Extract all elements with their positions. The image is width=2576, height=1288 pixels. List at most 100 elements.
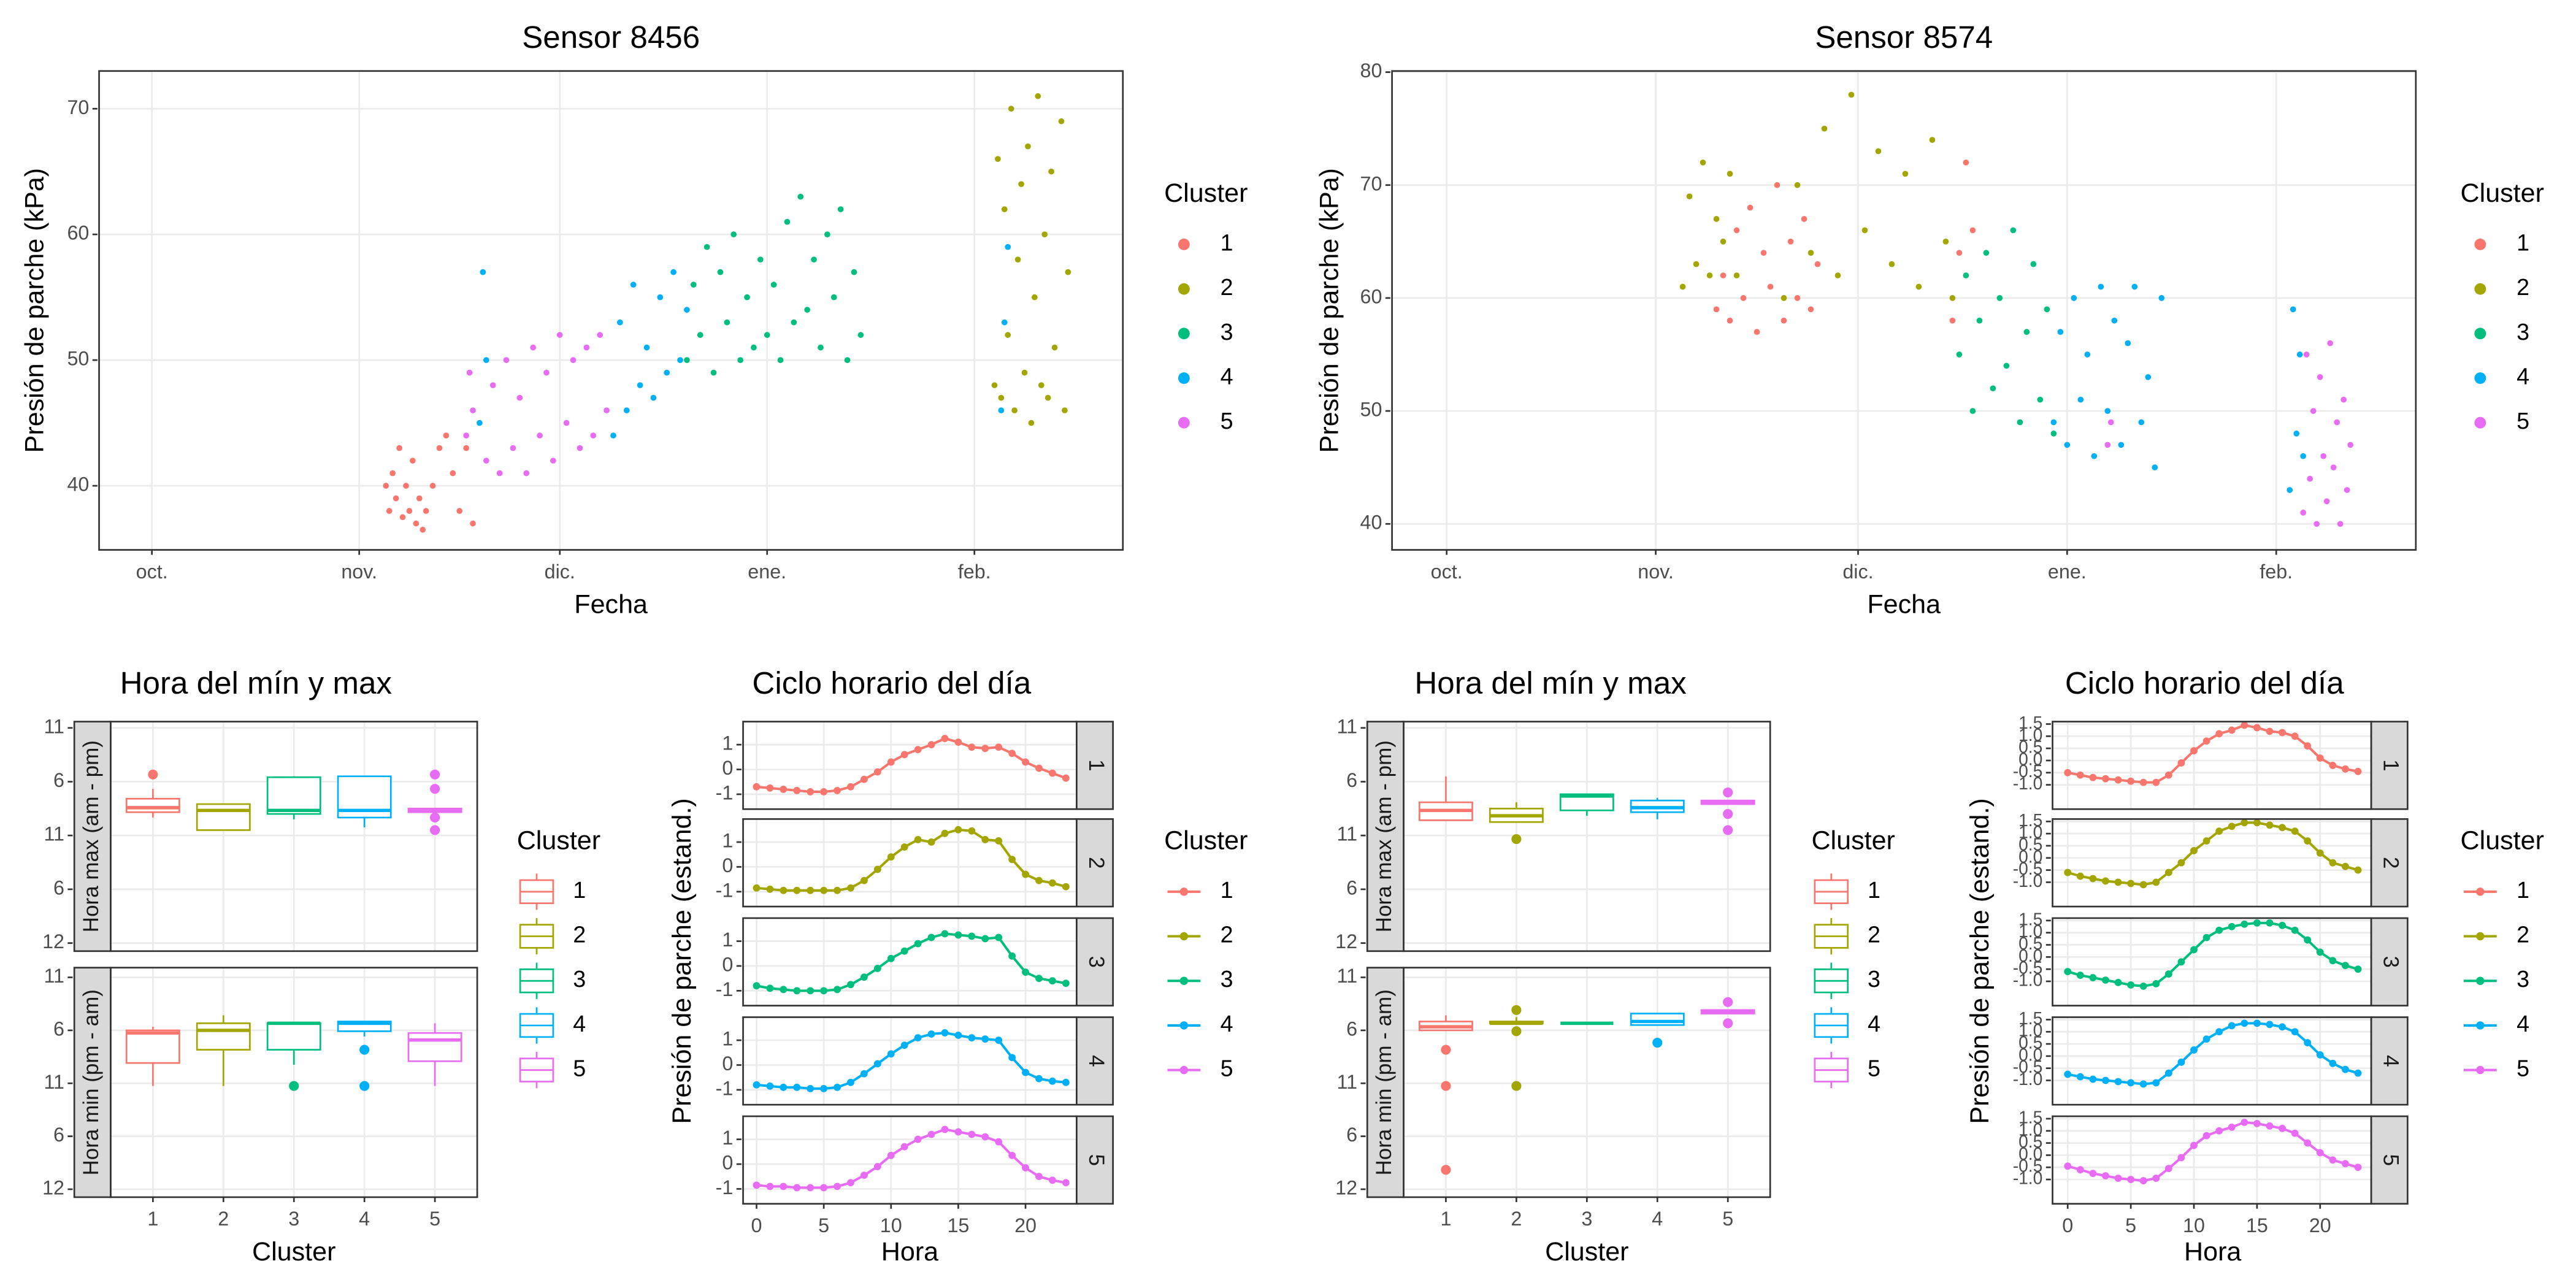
legend-label: 1 bbox=[573, 877, 586, 903]
data-point bbox=[516, 394, 523, 401]
data-point bbox=[737, 357, 743, 363]
y-tick-label: 1.5 bbox=[2018, 1008, 2042, 1028]
data-point bbox=[2064, 769, 2072, 776]
data-point bbox=[1022, 1164, 1029, 1172]
strip bbox=[1076, 1115, 1114, 1205]
legend-label: 4 bbox=[1221, 363, 1233, 389]
data-point bbox=[2266, 919, 2274, 927]
data-point bbox=[1048, 168, 1054, 175]
data-point bbox=[2316, 849, 2324, 857]
data-point bbox=[1048, 977, 1056, 985]
data-point bbox=[991, 382, 998, 388]
legend-title: Cluster bbox=[1164, 178, 1248, 208]
y-tick-label: 0 bbox=[722, 953, 733, 975]
y-tick-label: 11 bbox=[44, 823, 64, 845]
data-point bbox=[2316, 948, 2324, 956]
outlier bbox=[430, 825, 440, 835]
x-tick-label: 10 bbox=[880, 1214, 902, 1236]
data-point bbox=[2127, 1079, 2135, 1087]
y-tick-label: 11 bbox=[44, 715, 64, 737]
data-point bbox=[820, 886, 828, 894]
y-tick-label: 1.5 bbox=[2018, 1107, 2042, 1127]
data-point bbox=[1051, 344, 1058, 351]
strip-label: Hora min (pm - am) bbox=[1372, 989, 1396, 1175]
data-point bbox=[1048, 769, 1056, 777]
x-tick-label: 0 bbox=[2062, 1214, 2073, 1236]
data-point bbox=[804, 307, 810, 313]
data-point bbox=[837, 206, 844, 213]
data-point bbox=[2190, 946, 2198, 954]
data-point bbox=[847, 884, 854, 892]
data-point bbox=[2327, 340, 2334, 347]
y-tick-label: 12 bbox=[1335, 930, 1357, 953]
data-point bbox=[2102, 976, 2109, 984]
data-point bbox=[995, 156, 1001, 163]
data-point bbox=[2102, 1172, 2109, 1180]
data-point bbox=[1807, 306, 1814, 313]
strip bbox=[1076, 1016, 1114, 1106]
y-tick-label: 40 bbox=[1360, 512, 1382, 534]
data-point bbox=[610, 432, 616, 439]
data-point bbox=[1706, 272, 1713, 278]
data-point bbox=[900, 1041, 908, 1049]
data-point bbox=[413, 520, 420, 527]
data-point bbox=[2164, 771, 2172, 779]
data-point bbox=[470, 520, 476, 527]
strip bbox=[73, 967, 112, 1198]
data-point bbox=[834, 1183, 841, 1190]
data-point bbox=[2071, 295, 2077, 301]
data-point bbox=[887, 954, 895, 962]
data-point bbox=[1065, 269, 1071, 275]
data-point bbox=[2329, 1156, 2337, 1164]
data-point bbox=[2050, 419, 2057, 426]
x-tick-label: 15 bbox=[2246, 1214, 2268, 1236]
data-point bbox=[807, 886, 815, 894]
data-point bbox=[664, 369, 670, 376]
y-tick-label: 0.5 bbox=[2018, 737, 2042, 757]
data-point bbox=[1794, 295, 1801, 301]
data-point bbox=[887, 758, 895, 766]
data-point bbox=[2317, 374, 2323, 380]
data-point bbox=[1062, 883, 1070, 891]
data-point bbox=[1733, 227, 1740, 234]
data-point bbox=[480, 269, 486, 275]
data-point bbox=[537, 432, 543, 439]
strip bbox=[2370, 917, 2409, 1006]
data-point bbox=[1018, 181, 1024, 188]
data-point bbox=[1720, 238, 1727, 245]
data-point bbox=[995, 837, 1003, 845]
data-point bbox=[873, 1163, 881, 1170]
y-tick-label: 1 bbox=[722, 1028, 733, 1050]
data-point bbox=[1949, 317, 1956, 324]
data-point bbox=[834, 886, 841, 894]
box bbox=[407, 1032, 462, 1062]
y-tick-label: 12 bbox=[42, 1177, 64, 1199]
legend-swatch bbox=[2476, 1065, 2485, 1075]
data-point bbox=[2044, 306, 2050, 313]
outlier bbox=[1441, 1081, 1451, 1091]
y-tick-label: 1.0 bbox=[2018, 1021, 2042, 1040]
data-point bbox=[954, 738, 962, 746]
data-point bbox=[1814, 261, 1821, 267]
data-point bbox=[550, 458, 556, 464]
data-point bbox=[470, 407, 476, 413]
data-point bbox=[2241, 1118, 2248, 1126]
data-point bbox=[386, 508, 393, 514]
legend-title: Cluster bbox=[517, 826, 600, 855]
strip bbox=[2370, 721, 2409, 810]
data-point bbox=[820, 987, 828, 995]
chart-title: Sensor 8456 bbox=[522, 20, 700, 55]
legend-label: 3 bbox=[2517, 966, 2529, 992]
data-point bbox=[657, 294, 664, 301]
y-tick-label: -1 bbox=[716, 879, 734, 901]
panel-background bbox=[2052, 721, 2372, 810]
data-point bbox=[450, 470, 456, 477]
data-point bbox=[2347, 442, 2354, 448]
x-tick-label: 3 bbox=[1581, 1208, 1592, 1230]
y-tick-label: 11 bbox=[44, 1071, 64, 1093]
data-point bbox=[1727, 171, 1733, 177]
data-point bbox=[2107, 419, 2114, 426]
strip-label: 4 bbox=[2379, 1055, 2403, 1067]
data-point bbox=[2253, 819, 2261, 827]
strip-label: 5 bbox=[1084, 1154, 1108, 1166]
